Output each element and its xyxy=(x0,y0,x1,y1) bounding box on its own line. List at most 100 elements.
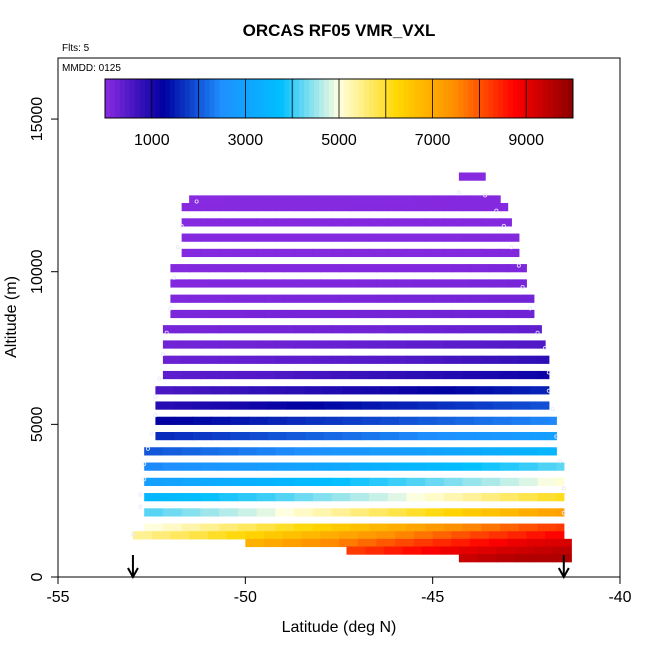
colorbar-segment xyxy=(498,79,504,118)
heatmap-cell xyxy=(237,477,258,487)
heatmap-cell xyxy=(312,462,333,471)
heatmap-cell xyxy=(219,325,239,334)
heatmap-cell xyxy=(556,477,565,487)
colorbar-segment xyxy=(548,79,554,118)
heatmap-cell xyxy=(264,264,284,273)
colorbar-segment xyxy=(229,79,235,118)
heatmap-cell xyxy=(395,309,415,319)
heatmap-cell xyxy=(425,218,445,227)
heatmap-cell xyxy=(432,279,452,288)
heatmap-cell xyxy=(207,531,228,540)
y-tick-label: 15000 xyxy=(29,97,46,142)
heatmap-cell xyxy=(357,195,378,204)
heatmap-cell xyxy=(294,203,314,212)
heatmap-cell xyxy=(417,416,438,425)
heatmap-cell xyxy=(368,370,389,380)
heatmap-cell xyxy=(511,431,531,441)
heatmap-cell xyxy=(518,370,539,380)
heatmap-cell xyxy=(162,523,183,532)
heatmap-cell xyxy=(537,462,557,471)
heatmap-cell xyxy=(170,309,190,319)
heatmap-cell xyxy=(350,493,370,502)
heatmap-cell xyxy=(312,233,333,242)
colorbar-segment xyxy=(553,79,559,118)
heatmap-cell xyxy=(462,355,482,364)
heatmap-cell xyxy=(305,401,325,410)
heatmap-cell xyxy=(530,401,550,410)
heatmap-cell xyxy=(320,309,340,319)
heatmap-cell xyxy=(432,538,452,548)
heatmap-cell xyxy=(556,462,565,471)
heatmap-cell xyxy=(275,325,295,334)
heatmap-cell xyxy=(443,447,464,456)
heatmap-cell xyxy=(200,523,220,532)
heatmap-cell xyxy=(425,340,445,349)
colorbar-segment xyxy=(164,79,171,118)
heatmap-cell xyxy=(458,546,479,555)
x-tick-label: -55 xyxy=(46,589,69,606)
heatmap-cell xyxy=(211,401,231,410)
heatmap-cell xyxy=(406,447,426,456)
heatmap-cell xyxy=(425,248,445,258)
heatmap-cell xyxy=(144,508,164,517)
heatmap-cell xyxy=(275,370,295,380)
heatmap-cell xyxy=(256,493,276,502)
heatmap-cell xyxy=(451,538,471,548)
heatmap-cell xyxy=(189,264,209,273)
track-point xyxy=(535,330,540,335)
colorbar-segment xyxy=(259,79,265,118)
colorbar-segment xyxy=(239,79,245,118)
heatmap-cell xyxy=(256,462,276,471)
colorbar-segment xyxy=(398,79,405,118)
colorbar-segment xyxy=(209,79,216,118)
heatmap-cell xyxy=(249,431,269,441)
heatmap-cell xyxy=(245,294,265,303)
heatmap-cell xyxy=(537,325,542,334)
heatmap-cell xyxy=(219,203,239,212)
heatmap-cell xyxy=(267,431,288,441)
track-point xyxy=(130,532,135,537)
colorbar-segment xyxy=(169,79,176,118)
track-point xyxy=(561,486,566,491)
heatmap-cell xyxy=(219,248,239,258)
colorbar-segment xyxy=(363,79,370,118)
heatmap-cell xyxy=(350,477,370,487)
colorbar-segment xyxy=(428,79,435,118)
heatmap-cell xyxy=(219,218,239,227)
heatmap-cell xyxy=(144,462,164,471)
heatmap-cell xyxy=(219,355,239,364)
colorbar-segment xyxy=(149,79,156,118)
chart-title: ORCAS RF05 VMR_VXL xyxy=(243,21,436,40)
heatmap-cell xyxy=(230,416,250,425)
heatmap-cell xyxy=(357,538,378,548)
heatmap-cell xyxy=(440,546,460,555)
colorbar-segment xyxy=(343,79,350,118)
colorbar-segment xyxy=(468,79,474,118)
heatmap-cell xyxy=(481,477,501,487)
heatmap-cell xyxy=(507,279,527,288)
heatmap-cell xyxy=(331,355,351,364)
heatmap-cell xyxy=(425,462,445,471)
heatmap-cell xyxy=(312,355,333,364)
heatmap-cell xyxy=(455,416,475,425)
heatmap-cell xyxy=(515,554,535,563)
heatmap-cell xyxy=(462,248,482,258)
heatmap-cell xyxy=(488,538,509,548)
heatmap-cell xyxy=(294,508,314,517)
heatmap-cell xyxy=(368,325,389,334)
date-annotation: MMDD: 0125 xyxy=(62,63,121,74)
heatmap-cell xyxy=(237,462,258,471)
heatmap-cell xyxy=(470,294,490,303)
heatmap-cell xyxy=(425,493,445,502)
heatmap-cell xyxy=(518,355,539,364)
heatmap-cell xyxy=(331,370,351,380)
heatmap-cell xyxy=(294,340,314,349)
colorbar-segment xyxy=(393,79,400,118)
heatmap-cell xyxy=(207,264,228,273)
heatmap-cell xyxy=(226,264,246,273)
heatmap-cell xyxy=(526,531,546,540)
heatmap-cell xyxy=(275,233,295,242)
heatmap-cell xyxy=(162,477,183,487)
heatmap-cell xyxy=(368,233,389,242)
